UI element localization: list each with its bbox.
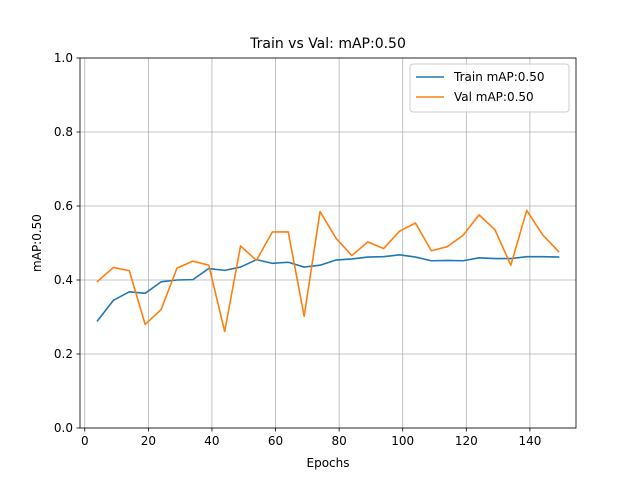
legend-label: Val mAP:0.50: [454, 90, 534, 104]
x-axis-label: Epochs: [307, 456, 350, 470]
series-line-val: [96, 209, 560, 333]
y-tick-label: 0.0: [54, 421, 73, 435]
chart-title: Train vs Val: mAP:0.50: [249, 36, 406, 52]
x-tick-label: 100: [391, 434, 414, 448]
x-tick-label: 40: [204, 434, 219, 448]
x-tick-label: 0: [81, 434, 89, 448]
axis-ticks: 0 20 40 60 80 100 120 140 0.0 0.2 0.4 0.6 0.8 1.0: [54, 51, 541, 448]
y-axis-label: mAP:0.50: [30, 214, 44, 272]
plot-frame: [79, 57, 577, 429]
x-tick-label: 80: [331, 434, 346, 448]
y-tick-label: 0.4: [54, 273, 73, 287]
y-tick-label: 0.2: [54, 347, 73, 361]
x-tick-label: 20: [141, 434, 156, 448]
legend-box: [409, 63, 570, 113]
legend: Train mAP:0.50 Val mAP:0.50: [409, 63, 570, 113]
x-tick-label: 120: [455, 434, 478, 448]
series-layer: [96, 209, 560, 333]
y-tick-label: 0.8: [54, 125, 73, 139]
y-tick-label: 1.0: [54, 51, 73, 65]
series-line-train: [96, 254, 560, 322]
legend-label: Train mAP:0.50: [453, 70, 545, 84]
x-tick-label: 60: [268, 434, 283, 448]
y-tick-label: 0.6: [54, 199, 73, 213]
x-tick-label: 140: [518, 434, 541, 448]
